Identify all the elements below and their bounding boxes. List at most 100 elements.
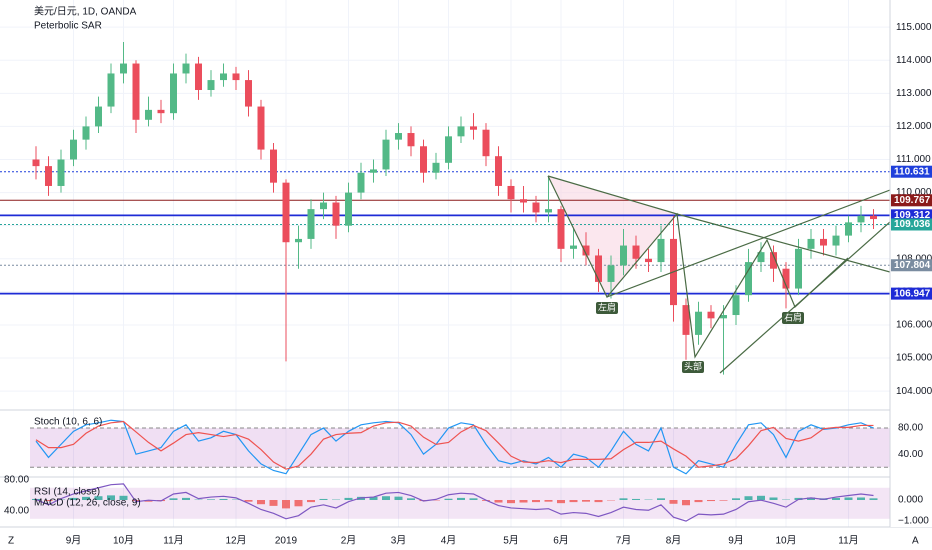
macd-tick-label: −1.000	[898, 516, 929, 527]
pattern-lines	[547, 175, 891, 374]
macd-bar	[594, 500, 603, 503]
x-tick-label: 8月	[666, 535, 682, 547]
macd-bar	[69, 497, 78, 501]
candle-body	[770, 252, 777, 269]
candle-body	[695, 311, 702, 335]
macd-bar	[257, 500, 265, 505]
macd-bar	[744, 496, 753, 501]
level-label-box	[891, 209, 932, 222]
macd-bar	[457, 497, 465, 501]
candle-body	[795, 248, 802, 289]
x-tick-label: 2019	[275, 536, 298, 547]
y-tick-label: 105.000	[896, 353, 932, 364]
candle-body	[545, 209, 552, 213]
macd-bar	[869, 498, 878, 501]
macd-tick-label: 0.000	[898, 495, 923, 506]
x-tick-label: 2月	[341, 535, 357, 547]
macd-bar	[119, 495, 128, 501]
x-tick-label: 4月	[441, 535, 457, 547]
macd-bar	[757, 495, 765, 501]
candle-body	[145, 109, 152, 120]
candle-body	[170, 73, 177, 114]
candle-body	[607, 265, 615, 282]
macd-bar	[694, 500, 703, 503]
candle-body	[307, 209, 315, 239]
macd-bar	[494, 500, 503, 503]
candle-body	[495, 156, 502, 186]
candle-body	[620, 245, 627, 266]
macd-bar	[669, 500, 678, 504]
candle-body	[220, 73, 227, 81]
candle-body	[532, 202, 540, 213]
candle-body	[157, 109, 165, 114]
candle-body	[870, 215, 877, 220]
y-tick-label: 40.00	[898, 449, 923, 460]
candle-body	[657, 238, 665, 263]
candle-body	[132, 63, 140, 120]
macd-bar	[144, 500, 153, 502]
candle-body	[807, 238, 815, 249]
candle-body	[57, 159, 65, 186]
x-tick-label: 7月	[616, 535, 632, 547]
macd-bar	[557, 500, 565, 504]
candle-body	[520, 199, 527, 203]
macd-bar	[807, 497, 815, 501]
candle-body	[470, 126, 477, 130]
candle-body	[107, 73, 115, 107]
candle-body	[757, 252, 765, 263]
candle-body	[82, 126, 90, 140]
level-label: 107.804	[894, 260, 931, 271]
candle-body	[832, 235, 840, 246]
level-label: 106.947	[894, 288, 931, 299]
y-tick-label: 106.000	[896, 320, 932, 331]
candle-body	[632, 245, 640, 259]
indicator-line	[35, 419, 874, 475]
macd-bar	[394, 496, 403, 501]
x-tick-label: 11月	[163, 535, 183, 547]
button-z[interactable]: Z	[8, 536, 14, 547]
button-a[interactable]: A	[912, 536, 919, 547]
level-label: 110.631	[894, 166, 930, 177]
chart-title: 美元/日元, 1D, OANDA	[34, 5, 137, 18]
candle-body	[195, 63, 202, 91]
candle-body	[745, 262, 752, 296]
level-label: 109.767	[894, 195, 931, 206]
rsi-tick-label: 40.00	[4, 506, 29, 517]
macd-bar	[707, 500, 715, 502]
candle-body	[595, 255, 602, 282]
candle-body	[320, 202, 327, 210]
candle-body	[395, 133, 402, 140]
annotation-box	[682, 361, 704, 373]
macd-bar	[44, 500, 53, 502]
macd-bar	[632, 498, 640, 501]
candle-body	[345, 192, 352, 226]
macd-bar	[407, 498, 415, 501]
rsi-line	[35, 483, 874, 522]
annotation-box	[596, 302, 618, 314]
chart-subtitle: Peterbolic SAR	[34, 21, 102, 32]
candle-body	[357, 172, 365, 193]
candle-body	[182, 63, 190, 74]
candle-body	[432, 162, 440, 173]
candle-body	[820, 238, 827, 246]
macd-bar	[369, 496, 378, 501]
indicator-line	[35, 420, 874, 470]
macd-bar	[532, 500, 540, 503]
x-tick-label: 10月	[113, 535, 134, 547]
level-label-box	[891, 218, 932, 231]
macd-bar	[769, 497, 778, 501]
x-tick-label: 10月	[775, 535, 796, 547]
macd-bar	[182, 497, 190, 501]
trend-line	[719, 221, 891, 374]
candle-body	[70, 139, 77, 160]
macd-bar	[94, 496, 103, 501]
candle-body	[570, 245, 577, 249]
candle-body	[257, 106, 265, 150]
macd-bar	[519, 500, 528, 503]
y-tick-label: 115.000	[896, 22, 932, 33]
macd-bar	[444, 498, 453, 501]
candle-body	[582, 245, 590, 256]
macd-bar	[132, 500, 140, 502]
